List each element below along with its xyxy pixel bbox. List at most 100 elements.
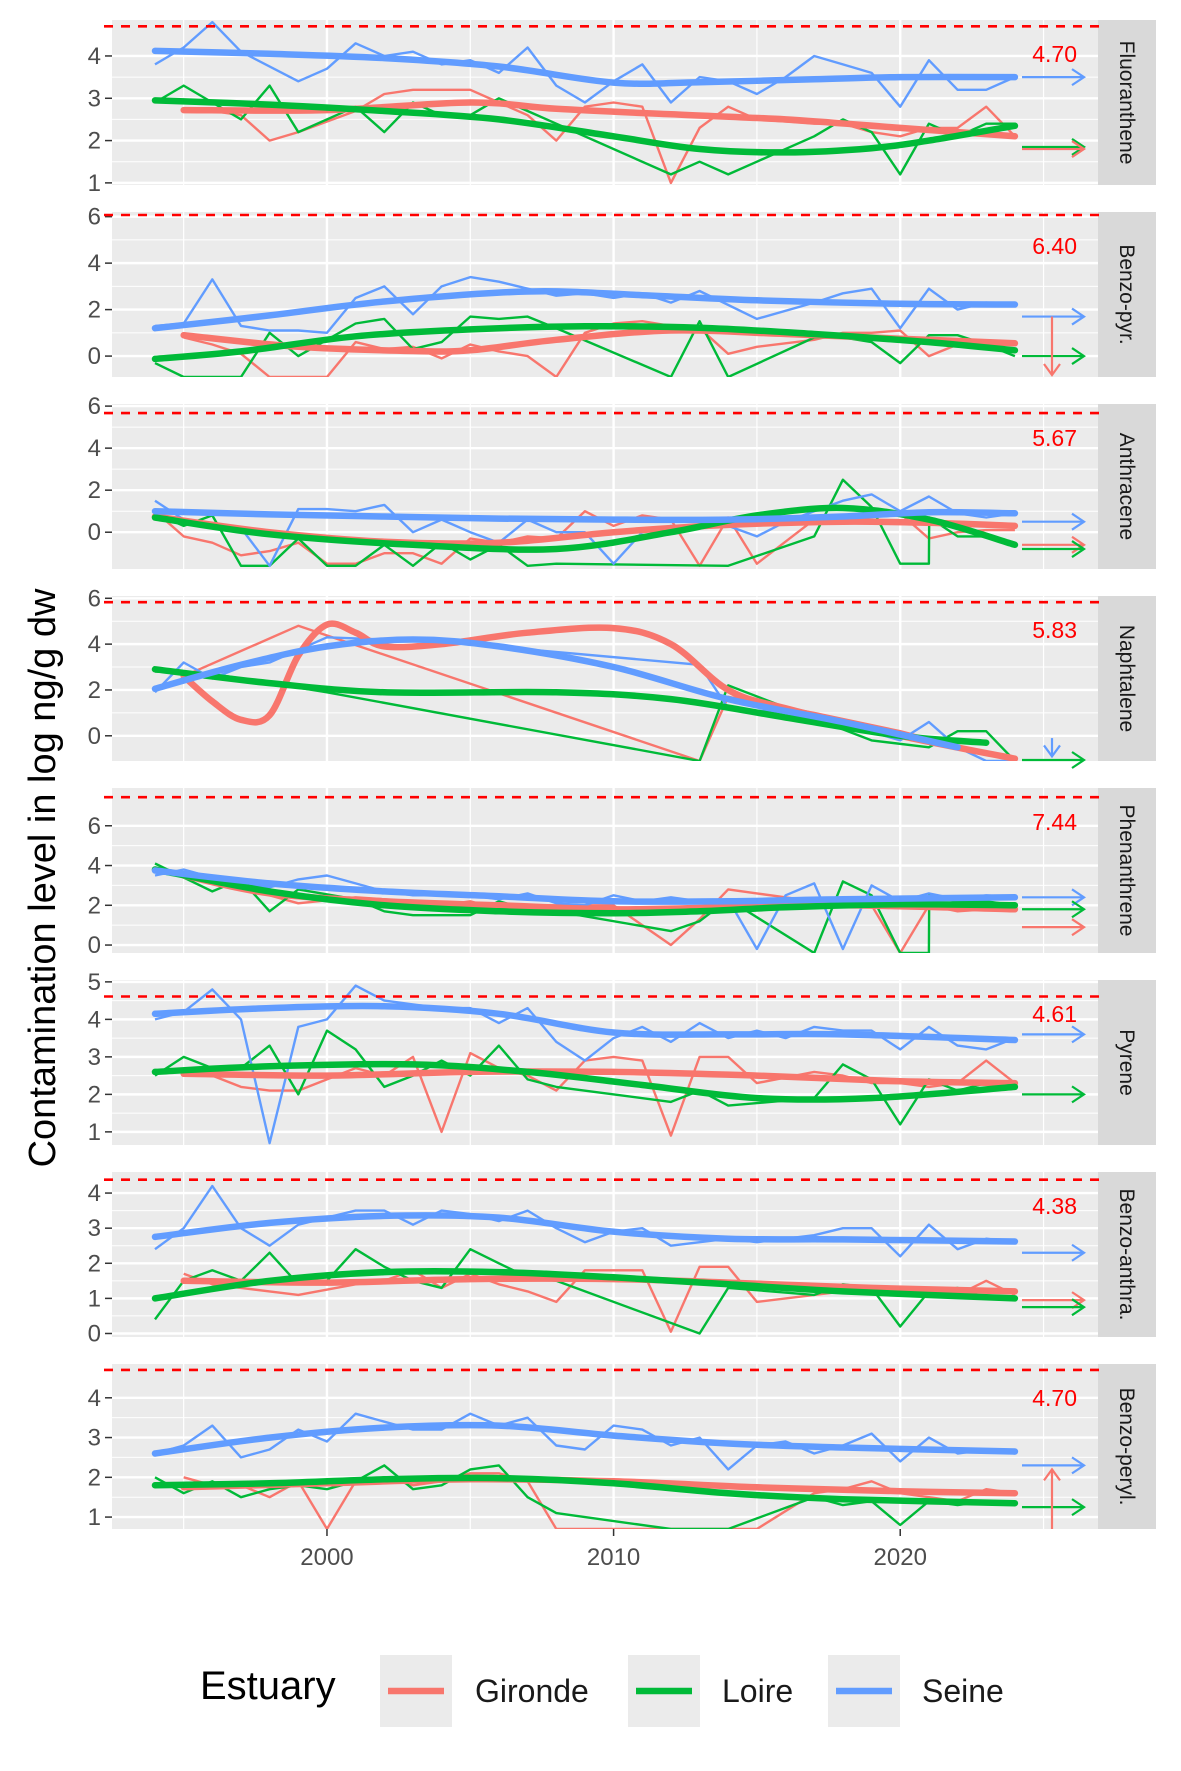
threshold-label: 5.83 xyxy=(1032,617,1077,643)
trend-arrow-seine xyxy=(1022,1025,1086,1044)
y-tick-label: 2 xyxy=(88,128,101,155)
facet-strip-label: Benzo-pyr. xyxy=(1115,244,1138,344)
y-tick-label: 0 xyxy=(88,519,101,546)
y-tick-label: 6 xyxy=(88,585,101,612)
trend-arrow-gironde xyxy=(1043,1467,1061,1529)
trend-line-loire xyxy=(151,866,1019,917)
y-tick-label: 0 xyxy=(88,723,101,750)
panel-benzo-pyr: Benzo-pyr. 0 2 4 6 6.40 xyxy=(88,204,1156,377)
y-tick-label: 3 xyxy=(88,1044,101,1071)
threshold-label: 4.70 xyxy=(1032,1385,1077,1411)
y-axis-title: Contamination level in log ng/g dw xyxy=(22,588,64,1167)
trend-line-seine xyxy=(151,867,1019,905)
y-tick-label: 5 xyxy=(88,969,101,996)
y-tick-label: 4 xyxy=(88,1180,101,1207)
y-tick-label: 2 xyxy=(88,1464,101,1491)
trend-arrow-seine xyxy=(1022,1456,1086,1475)
y-tick-label: 6 xyxy=(88,393,101,420)
trend-arrow-loire xyxy=(1022,751,1086,769)
trend-arrow-gironde xyxy=(1043,316,1061,377)
panel-data xyxy=(151,1412,1019,1529)
panel-anthracene: Anthracene 0 2 4 6 5.67 xyxy=(88,393,1156,569)
facet-strip-label: Anthracene xyxy=(1115,433,1138,540)
panel-fluoranthene: Fluoranthene 1 2 3 4 4.70 xyxy=(88,20,1156,197)
y-tick-label: 4 xyxy=(88,43,101,70)
facet-strip-label: Benzo-anthra. xyxy=(1115,1189,1138,1321)
trend-line-gironde xyxy=(180,1068,1019,1087)
y-tick-label: 4 xyxy=(88,1006,101,1033)
x-tick-label: 2000 xyxy=(300,1544,353,1571)
trend-arrow-seine xyxy=(1022,68,1086,87)
y-tick-label: 2 xyxy=(88,297,101,324)
panel-background xyxy=(112,1172,1098,1337)
facet-strip xyxy=(1098,1172,1156,1337)
panel-background xyxy=(112,788,1098,953)
y-tick-label: 6 xyxy=(88,813,101,840)
series-line-gironde xyxy=(183,88,1016,185)
panel-benzo-anthra: Benzo-anthra. 0 1 2 3 4 4.38 xyxy=(88,1172,1156,1347)
y-tick-label: 4 xyxy=(88,1385,101,1412)
panel-naphtalene: Naphtalene 0 2 4 6 5.83 xyxy=(88,585,1156,769)
x-tick-label: 2010 xyxy=(587,1544,640,1571)
threshold-label: 5.67 xyxy=(1032,425,1077,451)
trend-arrow-gironde xyxy=(1022,140,1086,158)
series-line-loire xyxy=(154,315,1016,377)
facet-strip xyxy=(1098,20,1156,185)
y-tick-label: 2 xyxy=(88,677,101,704)
series-line-seine xyxy=(154,1184,1016,1258)
panel-data xyxy=(151,20,1019,185)
series-line-loire xyxy=(154,1029,1016,1126)
trend-line-seine xyxy=(151,1421,1019,1457)
trend-line-loire xyxy=(151,97,1019,156)
legend-item-gironde: Gironde xyxy=(380,1655,589,1727)
panel-data xyxy=(151,984,1019,1145)
facet-strip xyxy=(1098,788,1156,953)
trend-line-seine xyxy=(151,1212,1019,1245)
facet-strip xyxy=(1098,596,1156,761)
panels: Fluoranthene 1 2 3 4 4.70 Benzo-pyr. 0 2 4 6 6.40 An… xyxy=(88,20,1156,1531)
panel-background xyxy=(112,596,1098,761)
y-tick-label: 0 xyxy=(88,1320,101,1347)
series-line-loire xyxy=(154,84,1015,176)
y-tick-label: 4 xyxy=(88,853,101,880)
series-line-seine xyxy=(154,868,1015,951)
y-tick-label: 3 xyxy=(88,85,101,112)
trend-line-loire xyxy=(151,323,1019,363)
series-line-seine xyxy=(154,1412,1016,1471)
y-tick-label: 3 xyxy=(88,1215,101,1242)
y-tick-label: 0 xyxy=(88,932,101,959)
panel-data xyxy=(151,275,1019,377)
trend-line-seine xyxy=(151,636,961,751)
series-line-loire xyxy=(154,1464,1016,1529)
y-tick-label: 2 xyxy=(88,1250,101,1277)
trend-arrow-loire xyxy=(1022,1298,1086,1317)
y-tick-label: 2 xyxy=(88,477,101,504)
trend-line-loire xyxy=(151,1267,1019,1302)
trend-line-loire xyxy=(151,1474,1019,1507)
trend-arrow-loire xyxy=(1022,540,1086,558)
y-tick-label: 1 xyxy=(88,170,101,197)
y-tick-label: 1 xyxy=(88,1504,101,1531)
facet-strip xyxy=(1098,1364,1156,1529)
facet-strip-label: Benzo-peryl. xyxy=(1115,1388,1138,1506)
trend-arrow-loire xyxy=(1022,900,1086,919)
trend-line-seine xyxy=(151,288,1019,332)
legend-label: Loire xyxy=(722,1673,793,1709)
y-tick-label: 4 xyxy=(88,435,101,462)
legend-item-loire: Loire xyxy=(628,1655,793,1727)
y-tick-label: 4 xyxy=(88,250,101,277)
y-tick-label: 2 xyxy=(88,1081,101,1108)
facet-strip-label: Fluoranthene xyxy=(1115,41,1138,165)
legend-item-seine: Seine xyxy=(828,1655,1004,1727)
legend-title: Estuary xyxy=(200,1664,336,1708)
y-tick-label: 6 xyxy=(88,204,101,231)
trend-line-seine xyxy=(151,507,1019,524)
panel-data xyxy=(151,862,1019,953)
trend-arrow-gironde xyxy=(1022,535,1086,554)
trend-line-loire xyxy=(151,1060,1019,1103)
facet-strip xyxy=(1098,212,1156,377)
panel-data xyxy=(151,620,1019,761)
trend-line-seine xyxy=(151,1002,1019,1044)
legend: Estuary Gironde Loire Seine xyxy=(200,1655,1004,1727)
